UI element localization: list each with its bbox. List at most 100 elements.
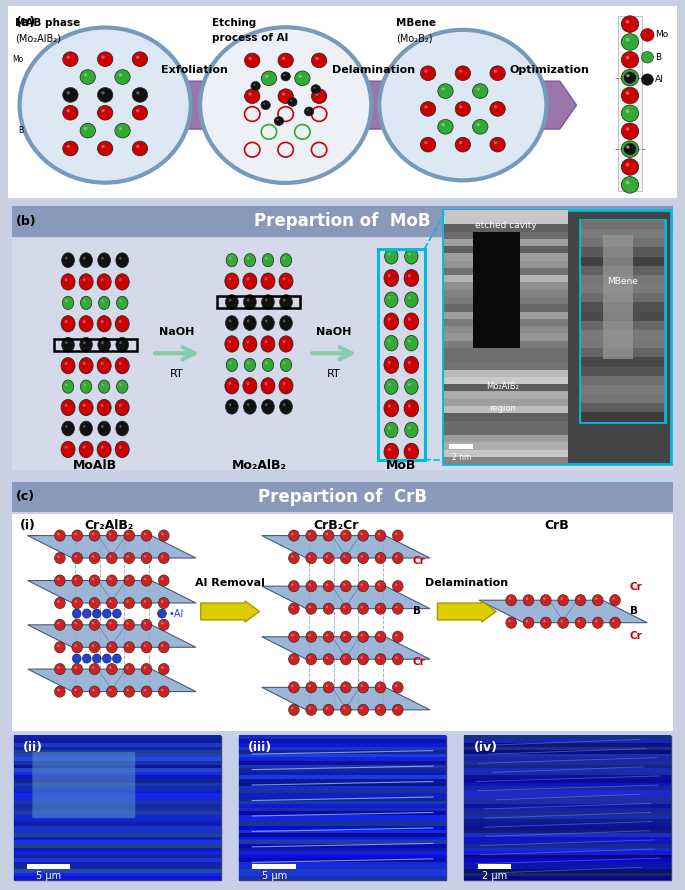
Text: Al Removal: Al Removal [195,578,265,588]
Circle shape [127,555,129,558]
Bar [464,736,671,880]
Circle shape [116,296,128,310]
Circle shape [247,298,249,302]
Circle shape [610,617,621,628]
Circle shape [408,360,411,364]
Circle shape [101,320,103,323]
Circle shape [360,707,363,709]
Bar [12,206,673,237]
Circle shape [80,296,92,310]
Circle shape [393,653,403,665]
Bar [14,836,221,840]
Circle shape [291,634,294,636]
Circle shape [63,142,78,156]
Circle shape [106,530,117,541]
Text: 2 μm: 2 μm [482,871,507,881]
Bar [581,312,664,320]
Bar [14,851,221,854]
Circle shape [283,340,286,344]
Circle shape [80,69,95,85]
FancyBboxPatch shape [5,198,680,477]
Bar [14,839,221,844]
Circle shape [55,642,65,653]
Circle shape [97,142,113,156]
Circle shape [288,97,297,107]
Circle shape [263,103,265,105]
Circle shape [625,56,630,60]
Circle shape [388,383,390,386]
Circle shape [575,617,586,628]
Circle shape [124,619,134,630]
Circle shape [627,146,630,149]
Circle shape [144,600,146,603]
Circle shape [64,361,68,365]
Circle shape [264,340,267,344]
Text: (c): (c) [16,490,36,504]
Text: MAB phase: MAB phase [15,18,80,28]
Circle shape [124,575,134,587]
Circle shape [132,105,147,120]
Circle shape [124,530,134,541]
FancyArrow shape [62,81,577,129]
Circle shape [141,597,152,609]
Circle shape [306,682,316,693]
Circle shape [395,606,397,608]
Circle shape [115,316,129,332]
Circle shape [101,145,105,148]
FancyBboxPatch shape [443,210,671,465]
Circle shape [323,631,334,643]
Circle shape [119,404,122,407]
Circle shape [280,254,292,267]
Circle shape [476,123,480,126]
Circle shape [358,682,369,693]
Bar [464,782,671,786]
Circle shape [621,52,638,69]
Text: Etching: Etching [212,18,256,28]
Circle shape [98,337,110,352]
Circle shape [115,400,129,416]
Bar [378,248,425,459]
Circle shape [360,583,363,586]
Bar [14,797,221,801]
Circle shape [508,620,511,622]
Circle shape [73,609,81,619]
Bar [239,789,446,794]
Circle shape [64,278,68,281]
Circle shape [66,55,70,59]
Circle shape [358,631,369,643]
Circle shape [247,382,249,385]
Circle shape [144,689,146,692]
Circle shape [378,684,380,687]
Circle shape [97,87,113,102]
Bar [239,779,446,782]
Circle shape [274,117,284,125]
Circle shape [136,109,140,112]
Circle shape [284,361,286,364]
Text: 2 nm: 2 nm [452,453,471,462]
Circle shape [343,533,345,535]
Bar [581,403,664,412]
Bar [464,851,671,854]
Bar [581,220,664,229]
Circle shape [375,653,386,665]
Circle shape [326,533,328,535]
Circle shape [455,137,471,152]
Circle shape [388,404,390,408]
Bar [464,767,671,772]
Bar [14,858,221,862]
Circle shape [109,533,112,535]
Circle shape [66,145,70,148]
Circle shape [225,377,239,394]
Circle shape [106,597,117,609]
Circle shape [64,446,68,449]
Circle shape [61,441,75,457]
Circle shape [306,580,316,592]
Circle shape [132,52,147,67]
Circle shape [89,619,100,630]
Bar [444,254,568,261]
Circle shape [61,316,75,332]
Circle shape [79,274,93,290]
Circle shape [404,400,419,417]
Circle shape [388,360,390,364]
Circle shape [225,273,239,289]
